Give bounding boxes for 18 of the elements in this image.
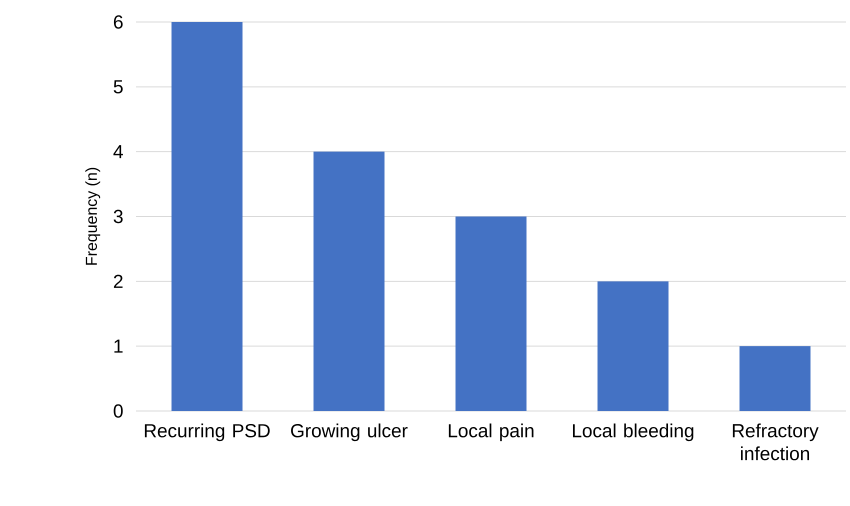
bar [172, 22, 243, 411]
y-axis-title: Frequency (n) [85, 168, 100, 265]
y-tick-label: 5 [114, 80, 123, 94]
bar [456, 216, 527, 411]
x-tick-label: Local bleeding [572, 423, 694, 442]
x-tick-label: Recurring PSD [144, 423, 270, 442]
y-tick-label: 3 [114, 210, 123, 224]
x-tick-label: Local pain [448, 423, 534, 442]
x-tick-label: Refractory infection [732, 424, 819, 460]
y-tick-label: 1 [114, 340, 123, 353]
x-tick-label: Growing ulcer [291, 423, 408, 442]
y-tick-label: 4 [113, 145, 123, 158]
bar [598, 281, 669, 411]
bar [740, 346, 811, 411]
y-tick-label: 6 [114, 15, 123, 29]
y-tick-label: 0 [114, 404, 123, 418]
bar [314, 152, 385, 411]
y-tick-label: 2 [114, 274, 123, 288]
